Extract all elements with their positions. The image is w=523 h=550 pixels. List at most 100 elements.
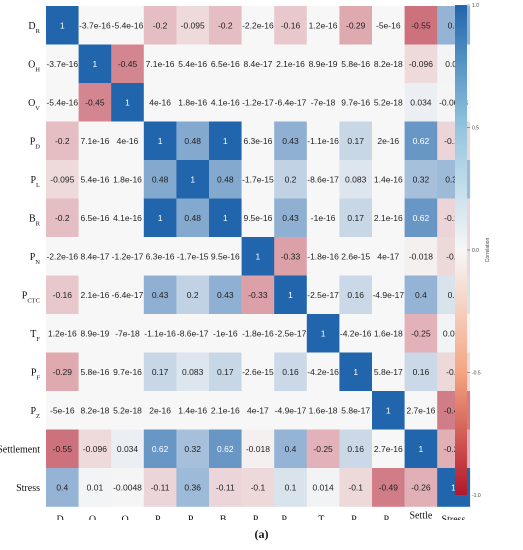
column-label: OH — [89, 515, 101, 521]
cell-value-label: 1 — [321, 328, 326, 338]
heatmap-cell — [241, 83, 275, 122]
heatmap-cell — [306, 44, 340, 84]
cell-value-label: -0.26 — [444, 444, 464, 454]
cell-value-label: -0.2 — [55, 213, 70, 223]
cell-value-label: 0.48 — [152, 174, 169, 184]
cell-value-label: 0.01 — [445, 59, 462, 69]
heatmap-cell — [143, 275, 177, 315]
column-label: OV — [122, 515, 134, 521]
heatmap-cell — [404, 160, 438, 199]
heatmap-cell — [143, 44, 177, 84]
cell-value-label: 0.16 — [413, 367, 430, 377]
heatmap-cell — [274, 6, 308, 45]
heatmap-cell — [143, 198, 177, 238]
cell-value-label: 0.32 — [413, 174, 430, 184]
cell-value-label: -0.096 — [83, 444, 107, 454]
cell-value-label: 1 — [158, 213, 163, 223]
heatmap-cell — [78, 44, 112, 84]
cell-value-label: -0.2 — [153, 20, 168, 30]
cell-value-label: -1.1e-16 — [307, 136, 339, 146]
colorbar: 1.0 0.5 0.0 -0.5 -1.0 Correlation — [455, 3, 491, 499]
cell-value-label: 0.48 — [217, 174, 234, 184]
cell-value-label: 0.2 — [285, 174, 297, 184]
cell-value-label: -0.095 — [50, 174, 74, 184]
cell-value-label: 0.034 — [117, 444, 139, 454]
heatmap-cell — [78, 391, 112, 430]
heatmap-cell — [339, 429, 373, 469]
column-label: PCTC — [281, 515, 299, 521]
heatmap-cell — [274, 314, 308, 353]
heatmap-cell — [111, 83, 145, 122]
heatmap-cell — [209, 314, 242, 353]
colorbar-ticks: 1.0 0.5 0.0 -0.5 -1.0 — [467, 3, 481, 499]
heatmap-cell — [274, 352, 308, 392]
column-label: Stress — [442, 515, 466, 521]
cell-value-label: -6.4e-17 — [112, 290, 144, 300]
cell-value-label: 1 — [419, 444, 424, 454]
heatmap-cell — [176, 6, 210, 45]
cell-value-label: 0.1 — [448, 290, 460, 300]
heatmap-cell — [404, 314, 438, 353]
cell-value-label: 1 — [288, 290, 293, 300]
heatmap-cell — [241, 275, 275, 315]
cell-value-label: -0.33 — [248, 290, 268, 300]
colorbar-tick-label: -1.0 — [472, 493, 481, 499]
heatmap-cell — [339, 160, 373, 199]
colorbar-tick-label: 0.5 — [472, 126, 479, 132]
cell-value-label: 1.6e-18 — [374, 328, 403, 338]
heatmap-cell — [241, 314, 275, 353]
cell-value-label: -2.5e-17 — [275, 328, 307, 338]
heatmap-cell — [78, 6, 112, 45]
cell-value-label: 2.7e-16 — [406, 405, 435, 415]
heatmap-cell — [372, 44, 405, 84]
heatmap-cell — [143, 121, 177, 161]
heatmap-cell — [306, 121, 340, 161]
heatmap-cell — [111, 44, 145, 84]
cell-value-label: -0.095 — [181, 20, 205, 30]
cell-value-label: 0.62 — [152, 444, 169, 454]
cell-value-label: 1.4e-16 — [374, 174, 403, 184]
cell-value-label: -6.4e-17 — [275, 97, 307, 107]
cell-value-label: 1.2e-16 — [48, 328, 77, 338]
heatmap-cell — [372, 6, 405, 45]
heatmap-cell — [209, 160, 242, 199]
heatmap-cell — [111, 160, 145, 199]
heatmap-cell — [306, 6, 340, 45]
row-label: DR — [28, 21, 40, 35]
cell-value-label: -0.49 — [379, 482, 399, 492]
heatmap-cell — [274, 44, 308, 84]
cell-value-label: 0.1 — [285, 482, 297, 492]
heatmap-cell — [404, 44, 438, 84]
heatmap-cell — [404, 121, 438, 161]
heatmap-cell — [46, 6, 79, 45]
heatmap-cell — [372, 275, 405, 315]
heatmap-cell — [306, 352, 340, 392]
cell-value-label: 7.1e-16 — [146, 59, 175, 69]
cell-value-label: 9.5e-16 — [243, 213, 272, 223]
cell-value-label: 5.8e-16 — [80, 367, 109, 377]
cell-value-label: 0.43 — [152, 290, 169, 300]
cell-value-label: -0.2 — [55, 136, 70, 146]
cell-value-label: -0.2 — [218, 20, 233, 30]
heatmap-cell — [46, 429, 79, 469]
cell-value-label: -3.7e-16 — [46, 59, 78, 69]
cell-value-label: 1 — [93, 59, 98, 69]
cell-value-label: 4e-17 — [247, 405, 269, 415]
heatmap-cell — [404, 83, 438, 122]
cell-value-label: -5.4e-16 — [112, 20, 144, 30]
cell-value-label: -0.096 — [409, 59, 433, 69]
cell-value-label: -0.29 — [53, 367, 73, 377]
cell-value-label: 2.1e-16 — [276, 59, 305, 69]
cell-value-label: -0.25 — [313, 444, 333, 454]
heatmap-cell — [111, 429, 145, 469]
row-label: PZ — [30, 406, 40, 420]
cell-value-label: 2.1e-16 — [80, 290, 109, 300]
cell-value-label: 4.1e-16 — [113, 213, 142, 223]
heatmap-cell — [339, 391, 373, 430]
heatmap-cell — [274, 391, 308, 430]
cell-value-label: -0.55 — [53, 444, 73, 454]
heatmap-cell — [111, 6, 145, 45]
column-label: DR — [57, 515, 69, 521]
column-label: Settle — [410, 511, 433, 521]
cell-value-label: 1 — [223, 213, 228, 223]
